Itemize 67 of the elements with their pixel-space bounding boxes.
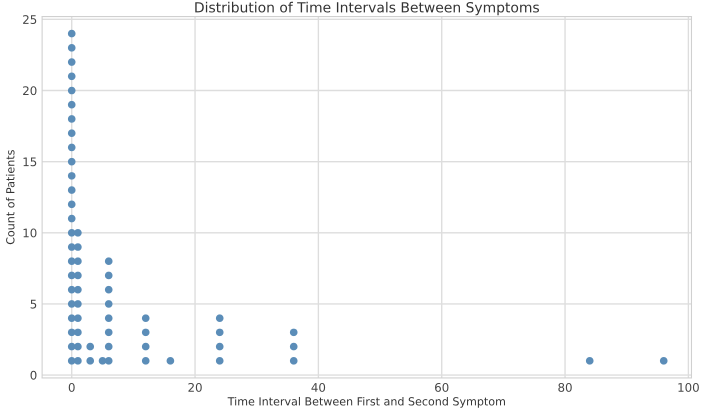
point	[74, 286, 82, 294]
point	[68, 44, 76, 52]
point	[216, 328, 224, 336]
point	[104, 314, 113, 322]
point	[104, 272, 113, 280]
point	[104, 300, 113, 308]
point	[68, 144, 76, 152]
point	[166, 357, 174, 365]
x-tick-label: 40	[311, 382, 326, 392]
y-tick-label: 25	[23, 15, 36, 24]
point	[68, 129, 76, 137]
point	[68, 214, 76, 222]
point	[142, 328, 150, 336]
point	[104, 357, 113, 365]
point	[74, 300, 82, 308]
y-axis-title: Count of Patients	[6, 150, 15, 244]
x-tick-label: 80	[558, 382, 572, 392]
x-tick-label: 20	[188, 382, 202, 392]
point	[586, 357, 594, 365]
point	[68, 58, 76, 66]
chart-title: Distribution of Time Intervals Between Symptoms	[195, 2, 539, 16]
point	[74, 243, 82, 251]
point	[74, 328, 82, 336]
point	[68, 86, 76, 94]
point	[216, 342, 224, 350]
point	[290, 328, 298, 336]
point	[86, 357, 94, 365]
x-tick-label: 0	[68, 382, 75, 392]
y-tick-label: 0	[30, 370, 36, 380]
point	[142, 357, 150, 365]
point	[74, 357, 82, 365]
point	[216, 314, 224, 322]
point	[68, 228, 76, 237]
point	[142, 342, 150, 350]
point	[290, 357, 298, 365]
x-tick-label: 100	[678, 382, 699, 392]
point	[74, 272, 82, 280]
point	[68, 200, 76, 208]
point	[660, 357, 668, 365]
point	[68, 172, 76, 180]
point	[68, 158, 76, 166]
point	[74, 314, 82, 322]
point	[86, 342, 94, 350]
point	[68, 357, 76, 365]
point	[68, 286, 76, 294]
point	[104, 286, 113, 294]
point	[68, 186, 76, 194]
point	[104, 342, 113, 350]
point	[68, 115, 76, 123]
point	[142, 314, 150, 322]
point	[68, 257, 76, 266]
x-tick-label: 60	[435, 382, 448, 392]
y-tick-label: 15	[24, 158, 36, 166]
point	[68, 72, 76, 80]
y-tick-label: 5	[30, 300, 36, 309]
x-axis-title: Time Interval Between First and Second Symptom	[228, 396, 505, 408]
point	[74, 257, 82, 266]
point	[104, 328, 113, 336]
point	[74, 228, 82, 237]
point	[216, 357, 224, 365]
point	[104, 257, 113, 266]
point	[68, 30, 76, 38]
point	[74, 342, 82, 350]
y-tick-label: 10	[24, 228, 36, 238]
point	[68, 100, 76, 109]
y-tick-label: 20	[23, 86, 36, 96]
point	[290, 342, 298, 350]
